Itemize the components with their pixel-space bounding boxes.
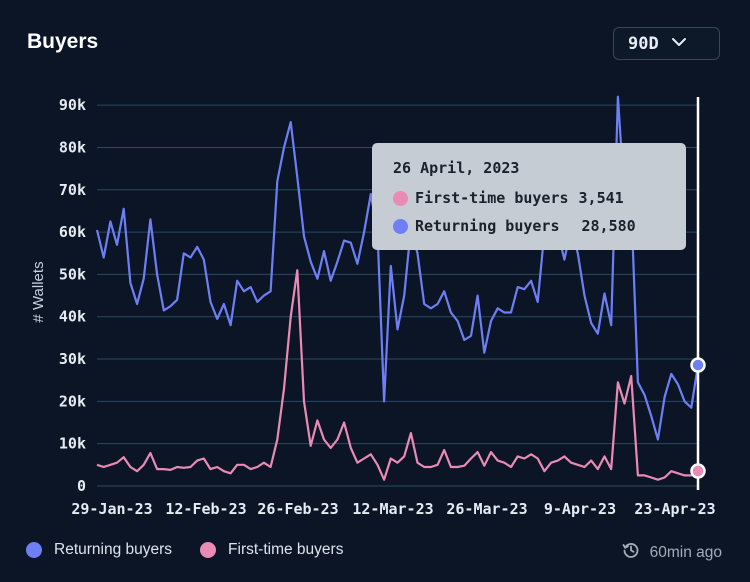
tooltip-date: 26 April, 2023 (393, 159, 520, 177)
tooltip-returning-label: Returning buyers (415, 217, 560, 235)
y-tick-label: 70k (59, 181, 86, 199)
legend-item-first-time[interactable]: First-time buyers (200, 541, 343, 559)
cursor-point-returning (690, 357, 706, 373)
x-tick-label: 29-Jan-23 (71, 500, 152, 518)
hover-cursor (690, 97, 706, 490)
refresh-clock-icon (622, 541, 650, 564)
tooltip-returning-value: 28,580 (581, 217, 636, 235)
cursor-point-first-time (690, 463, 706, 479)
first-time-swatch (393, 190, 408, 206)
legend-swatch-first-time (200, 542, 217, 558)
returning-swatch (393, 218, 408, 234)
x-tick-label: 9-Apr-23 (544, 500, 616, 518)
y-tick-label: 20k (59, 392, 86, 410)
chevron-down-icon (671, 34, 687, 54)
y-tick-label: 90k (59, 96, 86, 114)
last-updated-text: 60min ago (649, 543, 722, 561)
chart-title: Buyers (27, 30, 99, 53)
y-tick-label: 30k (59, 350, 86, 368)
y-tick-label: 0 (77, 477, 86, 495)
x-tick-label: 23-Apr-23 (634, 500, 715, 518)
x-tick-label: 12-Mar-23 (352, 500, 433, 518)
time-range-value: 90D (628, 33, 659, 54)
y-tick-label: 10k (59, 435, 86, 453)
last-updated: 60min ago (622, 541, 722, 564)
legend-label-returning: Returning buyers (54, 541, 173, 558)
x-axis-ticks: 29-Jan-23 12-Feb-23 26-Feb-23 12-Mar-23 26-M… (71, 500, 715, 518)
y-axis-ticks: 0 10k 20k 30k 40k 50k 60k 70k 80k 90k (59, 96, 86, 495)
series-lines (95, 95, 700, 481)
legend-item-returning[interactable]: Returning buyers (26, 541, 172, 559)
tooltip-row-first-time: First-time buyers 3,541 (393, 189, 624, 207)
returning-buyers-line (95, 95, 700, 441)
y-axis-label: # Wallets (30, 261, 47, 322)
y-tick-label: 50k (59, 265, 86, 283)
x-tick-label: 26-Mar-23 (446, 500, 527, 518)
legend-swatch-returning (26, 542, 42, 558)
tooltip-first-value: 3,541 (578, 189, 624, 207)
legend-label-first-time: First-time buyers (228, 541, 344, 558)
first-time-buyers-line (96, 269, 699, 481)
y-tick-label: 80k (59, 138, 86, 156)
time-range-dropdown[interactable]: 90D (613, 27, 720, 60)
chart-tooltip: 26 April, 2023 First-time buyers 3,541 R… (372, 143, 686, 250)
x-tick-label: 12-Feb-23 (165, 500, 246, 518)
chart-legend: Returning buyers First-time buyers (26, 541, 371, 559)
tooltip-row-returning: Returning buyers 28,580 (393, 217, 636, 235)
tooltip-first-label: First-time buyers (415, 189, 569, 207)
x-tick-label: 26-Feb-23 (257, 500, 338, 518)
y-tick-label: 40k (59, 308, 86, 326)
y-tick-label: 60k (59, 223, 86, 241)
